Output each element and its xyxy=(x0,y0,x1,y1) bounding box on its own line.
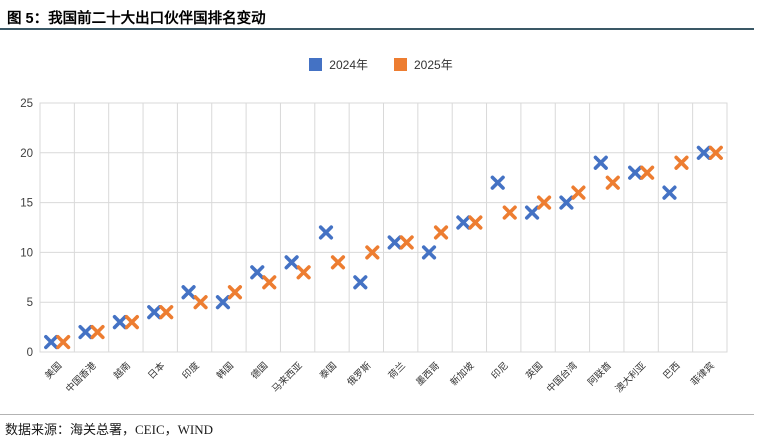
x-tick-label: 马来西亚 xyxy=(270,360,305,395)
data-source-note: 数据来源：海关总署，CEIC，WIND xyxy=(5,422,213,437)
x-tick-label: 墨西哥 xyxy=(414,360,442,388)
x-marker-2025年 xyxy=(227,285,243,300)
x-tick-label: 印尼 xyxy=(489,360,511,382)
x-marker-2025年 xyxy=(605,175,620,190)
x-tick-label: 中国台湾 xyxy=(544,359,580,395)
x-marker-2024年 xyxy=(628,165,643,180)
x-marker-2024年 xyxy=(250,265,265,280)
footer-divider xyxy=(0,414,754,415)
plot-border xyxy=(39,102,728,353)
x-marker-2024年 xyxy=(696,145,711,160)
x-tick-label: 澳大利亚 xyxy=(613,359,649,395)
x-tick-label: 日本 xyxy=(145,359,167,381)
x-marker-2024年 xyxy=(353,275,368,290)
x-tick-label: 巴西 xyxy=(661,360,682,381)
x-marker-2025年 xyxy=(90,324,105,340)
x-tick-label: 韩国 xyxy=(214,360,236,382)
chart-legend: 2024年 2025年 xyxy=(0,56,762,73)
title-divider xyxy=(0,28,754,30)
x-tick-label: 菲律宾 xyxy=(688,360,717,389)
x-marker-2025年 xyxy=(56,334,71,350)
x-marker-2024年 xyxy=(387,235,402,250)
x-marker-2024年 xyxy=(44,334,59,350)
ranking-scatter-chart: 0 5 10 15 20 25 美国 中国香港 越南 日本 印度 韩国 德国 马来西亚 泰国 俄罗斯 荷兰 墨西哥… xyxy=(0,90,762,408)
x-marker-2025年 xyxy=(674,155,689,170)
x-marker-2024年 xyxy=(490,175,505,190)
y-tick-label: 20 xyxy=(20,148,33,160)
legend-item-2024: 2024年 xyxy=(309,56,368,73)
x-marker-2025年 xyxy=(640,165,655,180)
x-marker-2025年 xyxy=(433,225,449,240)
x-tick-label: 印度 xyxy=(180,359,202,381)
x-marker-2025年 xyxy=(399,235,414,250)
x-marker-2024年 xyxy=(181,285,196,300)
x-marker-2024年 xyxy=(421,245,437,260)
x-tick-label: 阿联酋 xyxy=(585,360,614,389)
x-marker-2024年 xyxy=(318,225,334,240)
x-marker-2024年 xyxy=(147,305,162,320)
chart-canvas: 0 5 10 15 20 25 美国 中国香港 越南 日本 印度 韩国 德国 马来西亚 泰国 俄罗斯 荷兰 墨西哥… xyxy=(20,98,728,395)
legend-item-2025: 2025年 xyxy=(394,56,453,73)
x-marker-2025年 xyxy=(262,275,277,290)
x-marker-2025年 xyxy=(365,245,380,260)
x-marker-2024年 xyxy=(593,155,608,170)
x-tick-label: 新加坡 xyxy=(448,359,477,388)
x-tick-label: 美国 xyxy=(42,360,64,382)
y-tick-label: 10 xyxy=(20,247,33,259)
x-marker-2025年 xyxy=(571,185,586,200)
y-tick-label: 5 xyxy=(27,297,33,309)
x-tick-label: 德国 xyxy=(248,360,270,382)
x-marker-2025年 xyxy=(159,305,174,320)
x-marker-2025年 xyxy=(536,195,552,210)
x-marker-2024年 xyxy=(662,185,677,200)
x-marker-2025年 xyxy=(502,205,517,220)
y-tick-label: 15 xyxy=(20,198,33,210)
x-marker-2025年 xyxy=(468,215,483,230)
x-marker-2024年 xyxy=(559,195,574,210)
x-marker-2025年 xyxy=(708,145,723,160)
x-marker-2024年 xyxy=(524,205,540,220)
legend-swatch-2025-icon xyxy=(394,58,407,71)
y-tick-label: 0 xyxy=(27,347,33,359)
x-tick-label: 英国 xyxy=(523,360,545,382)
figure-title: 图 5：我国前二十大出口伙伴国排名变动 xyxy=(7,11,266,27)
y-tick-label: 25 xyxy=(20,98,33,110)
x-tick-label: 泰国 xyxy=(317,360,339,382)
x-marker-2024年 xyxy=(215,295,231,310)
legend-label-2024: 2024年 xyxy=(329,58,368,72)
x-tick-label: 荷兰 xyxy=(386,360,408,382)
legend-label-2025: 2025年 xyxy=(414,58,453,72)
legend-swatch-2024-icon xyxy=(309,58,323,71)
x-marker-2024年 xyxy=(284,255,299,270)
x-marker-2024年 xyxy=(112,315,127,330)
x-tick-label: 中国香港 xyxy=(63,359,99,395)
x-marker-2025年 xyxy=(330,255,346,270)
x-marker-2025年 xyxy=(124,315,139,330)
x-tick-label: 俄罗斯 xyxy=(345,359,374,388)
x-tick-label: 越南 xyxy=(111,360,133,382)
x-marker-2024年 xyxy=(78,324,93,340)
x-marker-2025年 xyxy=(193,295,208,310)
x-marker-2024年 xyxy=(456,215,471,230)
x-marker-2025年 xyxy=(296,265,311,280)
